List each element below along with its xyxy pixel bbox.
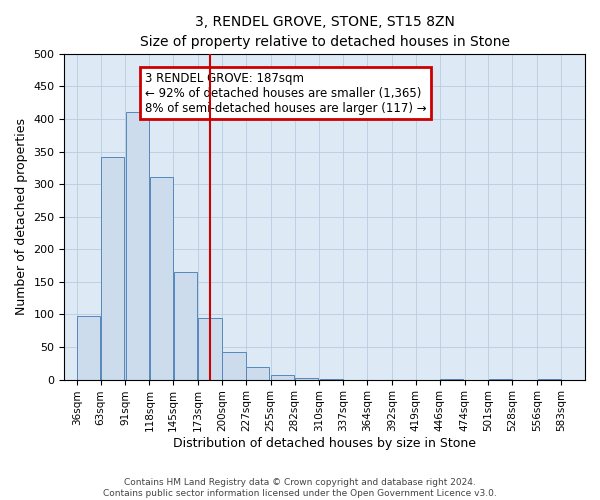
Text: Contains HM Land Registry data © Crown copyright and database right 2024.
Contai: Contains HM Land Registry data © Crown c… bbox=[103, 478, 497, 498]
Bar bbox=[199, 318, 221, 380]
Bar bbox=[440, 379, 463, 380]
Bar bbox=[173, 272, 197, 380]
Bar bbox=[223, 352, 245, 380]
Bar bbox=[320, 379, 343, 380]
Bar bbox=[77, 316, 100, 380]
Y-axis label: Number of detached properties: Number of detached properties bbox=[15, 118, 28, 315]
Bar bbox=[150, 177, 173, 380]
X-axis label: Distribution of detached houses by size in Stone: Distribution of detached houses by size … bbox=[173, 437, 476, 450]
Bar bbox=[295, 378, 318, 380]
Bar bbox=[271, 375, 294, 380]
Bar bbox=[126, 112, 149, 380]
Text: 3 RENDEL GROVE: 187sqm
← 92% of detached houses are smaller (1,365)
8% of semi-d: 3 RENDEL GROVE: 187sqm ← 92% of detached… bbox=[145, 72, 427, 115]
Bar bbox=[101, 158, 124, 380]
Title: 3, RENDEL GROVE, STONE, ST15 8ZN
Size of property relative to detached houses in: 3, RENDEL GROVE, STONE, ST15 8ZN Size of… bbox=[140, 15, 510, 48]
Bar bbox=[489, 379, 512, 380]
Bar bbox=[246, 367, 269, 380]
Bar bbox=[538, 379, 561, 380]
